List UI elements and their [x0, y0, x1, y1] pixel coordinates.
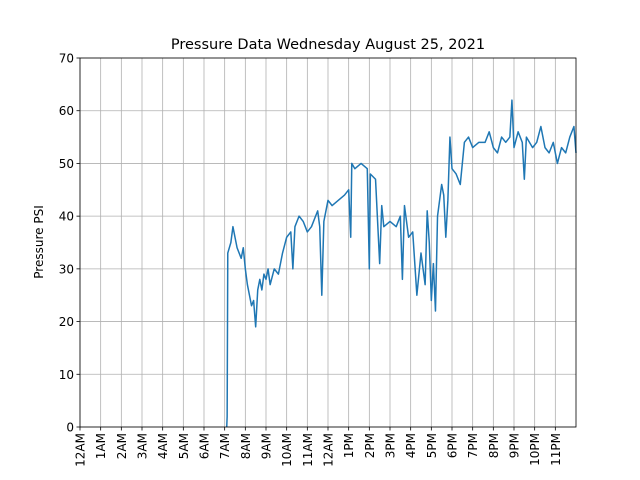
y-tick-label: 0 — [66, 421, 74, 435]
x-tick-label: 7PM — [466, 433, 480, 458]
x-tick-label: 6PM — [446, 433, 460, 458]
plot-frame — [79, 57, 577, 428]
x-tick-label: 5AM — [177, 433, 191, 459]
y-tick-label: 60 — [59, 104, 74, 118]
x-tick-label: 10AM — [280, 433, 294, 467]
x-tick-label: 12AM — [322, 433, 336, 467]
x-tick-label: 6AM — [198, 433, 212, 459]
x-tick-label: 11AM — [301, 433, 315, 467]
chart-title: Pressure Data Wednesday August 25, 2021 — [171, 37, 485, 53]
x-tick-label: 4AM — [156, 433, 170, 459]
x-tick-label: 2AM — [115, 433, 129, 459]
y-tick-label: 70 — [59, 52, 74, 66]
x-tick-label: 12AM — [74, 433, 88, 467]
x-tick-label: 2PM — [363, 433, 377, 458]
x-tick-label: 9PM — [508, 433, 522, 458]
x-tick-label: 3AM — [136, 433, 150, 459]
y-tick-label: 50 — [59, 157, 74, 171]
x-tick-label: 1AM — [94, 433, 108, 459]
x-tick-label: 1PM — [342, 433, 356, 458]
y-tick-label: 10 — [59, 368, 74, 382]
data-line — [225, 99, 577, 428]
y-tick-label: 20 — [59, 315, 74, 329]
x-tick-label: 3PM — [384, 433, 398, 458]
x-tick-label: 4PM — [404, 433, 418, 458]
x-tick-label: 5PM — [425, 433, 439, 458]
x-tick-label: 11PM — [549, 433, 563, 466]
x-tick-label: 8AM — [239, 433, 253, 459]
x-tick-label: 7AM — [218, 433, 232, 459]
y-tick-label: 30 — [59, 262, 74, 276]
y-axis-label: Pressure PSI — [32, 205, 46, 278]
x-tick-label: 9AM — [260, 433, 274, 459]
x-tick-label: 10PM — [528, 433, 542, 466]
x-tick-label: 8PM — [487, 433, 501, 458]
y-tick-label: 40 — [59, 210, 74, 224]
